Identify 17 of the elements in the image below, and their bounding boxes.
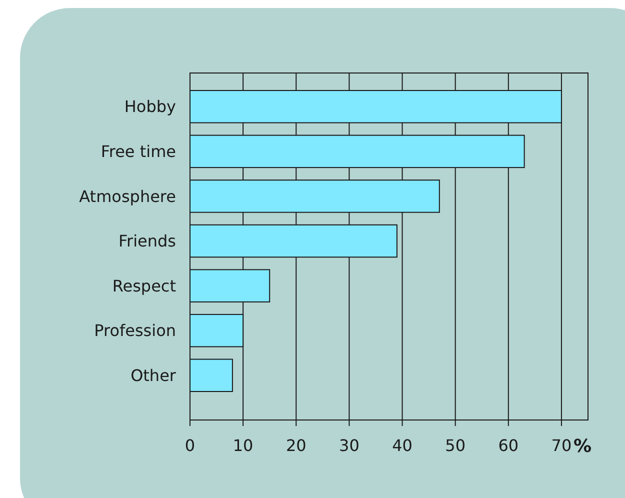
y-tick-label: Profession [94,321,176,340]
y-tick-label: Free time [100,142,176,162]
x-tick-label: 20 [286,436,306,455]
x-tick-label: 0 [184,436,196,455]
y-tick-label: Other [130,366,176,385]
x-tick-label: 50 [445,436,466,455]
x-tick-label: 10 [232,436,254,455]
bar [190,358,233,392]
y-tick-label: Atmosphere [79,186,176,206]
y-tick-label: Hobby [124,97,176,116]
x-axis-title: % [573,436,592,457]
x-tick-label: 70 [551,436,572,455]
x-tick-label: 40 [392,436,412,455]
x-tick-label: 30 [339,436,360,455]
x-tick-label: 60 [498,436,519,455]
y-tick-label: Respect [112,276,176,296]
y-tick-label: Friends [118,232,176,251]
